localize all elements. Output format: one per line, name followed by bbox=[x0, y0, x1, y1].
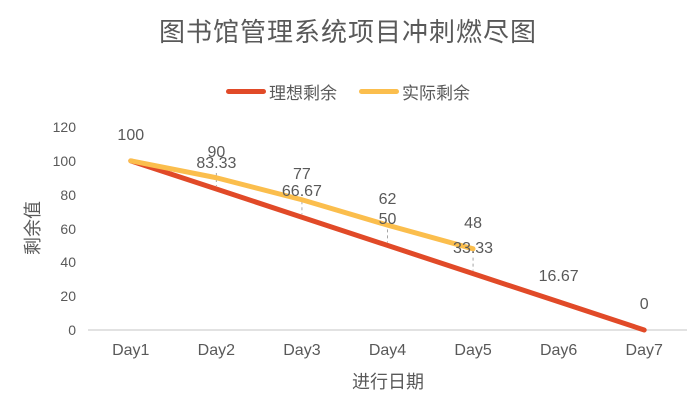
chart-legend: 理想剩余 实际剩余 bbox=[0, 79, 696, 104]
y-tick-label: 120 bbox=[52, 119, 76, 135]
x-tick-label: Day3 bbox=[283, 342, 321, 359]
x-tick-label: Day5 bbox=[454, 342, 492, 359]
y-tick-label: 100 bbox=[52, 152, 76, 169]
data-label: 0 bbox=[639, 296, 649, 313]
data-label: 83.33 bbox=[196, 155, 237, 173]
x-tick-label: Day6 bbox=[539, 342, 578, 359]
y-tick-label: 80 bbox=[60, 186, 76, 203]
legend-item-ideal: 理想剩余 bbox=[226, 79, 337, 104]
x-tick-label: Day1 bbox=[112, 342, 150, 359]
data-label: 16.67 bbox=[538, 267, 579, 285]
data-label: 48 bbox=[464, 214, 482, 232]
data-label: 100 bbox=[117, 126, 145, 144]
data-label: 77 bbox=[293, 165, 311, 183]
data-label: 50 bbox=[378, 211, 397, 229]
legend-line-swatch-actual-icon bbox=[359, 89, 399, 94]
data-label: 90 bbox=[207, 143, 226, 161]
legend-item-actual: 实际剩余 bbox=[359, 79, 470, 104]
series-line-actual bbox=[128, 158, 476, 252]
legend-label-actual: 实际剩余 bbox=[402, 84, 470, 103]
chart-title: 图书馆管理系统项目冲刺燃尽图 bbox=[158, 17, 537, 47]
data-label: 66.67 bbox=[281, 183, 322, 201]
y-tick-label: 40 bbox=[60, 254, 76, 271]
data-label: 33.33 bbox=[453, 239, 494, 257]
x-tick-label: Day4 bbox=[368, 342, 407, 359]
y-tick-label: 0 bbox=[68, 322, 76, 338]
y-tick-label: 60 bbox=[60, 220, 76, 237]
legend-label-ideal: 理想剩余 bbox=[269, 84, 337, 103]
legend-line-swatch-ideal-icon bbox=[226, 89, 266, 94]
series-line-ideal bbox=[128, 158, 647, 333]
data-label: 62 bbox=[378, 191, 397, 209]
y-tick-label: 20 bbox=[60, 288, 76, 305]
x-tick-label: Day7 bbox=[625, 342, 663, 359]
x-tick-label: Day2 bbox=[197, 342, 236, 359]
x-axis-title: 进行日期 bbox=[352, 372, 424, 392]
